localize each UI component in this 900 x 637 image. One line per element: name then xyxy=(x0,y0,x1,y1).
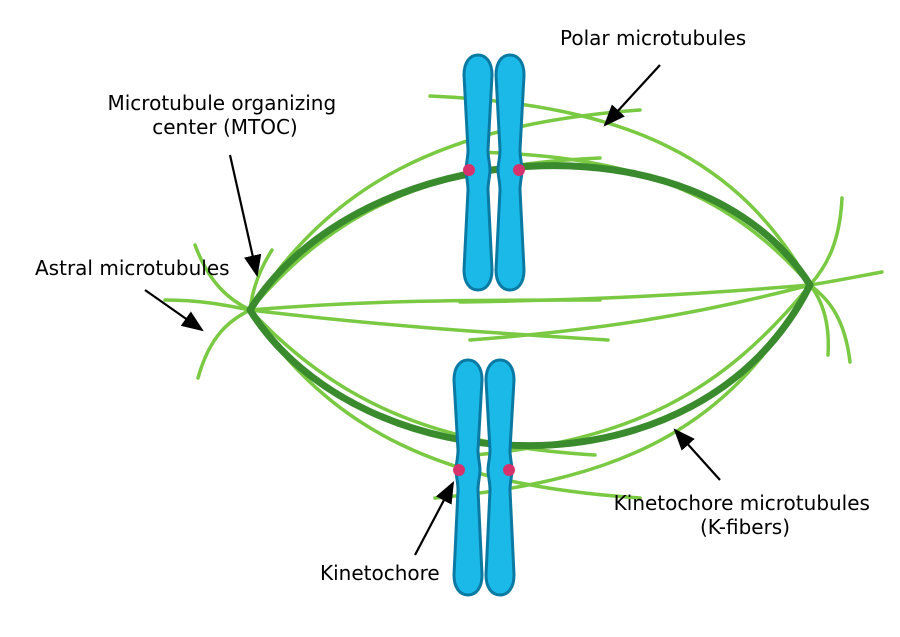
label-astral: Astral microtubules xyxy=(35,256,230,280)
spindle-diagram: Polar microtubules Microtubule organizin… xyxy=(0,0,900,637)
arrow-kfib xyxy=(675,430,720,480)
arrow-kineto xyxy=(415,483,453,555)
label-kfib-l2: (K-fibers) xyxy=(700,515,790,539)
label-astral-l1: Astral microtubules xyxy=(35,256,230,280)
label-kineto: Kinetochore xyxy=(320,561,440,585)
label-kfib: Kinetochore microtubules (K-fibers) xyxy=(614,491,877,539)
label-kfib-l1: Kinetochore microtubules xyxy=(614,491,870,515)
labels: Polar microtubules Microtubule organizin… xyxy=(35,26,876,585)
label-kineto-l1: Kinetochore xyxy=(320,561,440,585)
arrow-mtoc xyxy=(230,155,257,275)
label-polar: Polar microtubules xyxy=(560,26,746,50)
label-mtoc-l1: Microtubule organizing xyxy=(107,91,336,115)
chromosome-bottom xyxy=(454,360,514,595)
arrow-polar xyxy=(605,65,660,125)
microtubules-light xyxy=(165,96,882,498)
arrow-astral xyxy=(145,290,202,330)
label-mtoc-l2: center (MTOC) xyxy=(152,115,298,139)
label-mtoc: Microtubule organizing center (MTOC) xyxy=(107,91,342,139)
label-polar-l1: Polar microtubules xyxy=(560,26,746,50)
